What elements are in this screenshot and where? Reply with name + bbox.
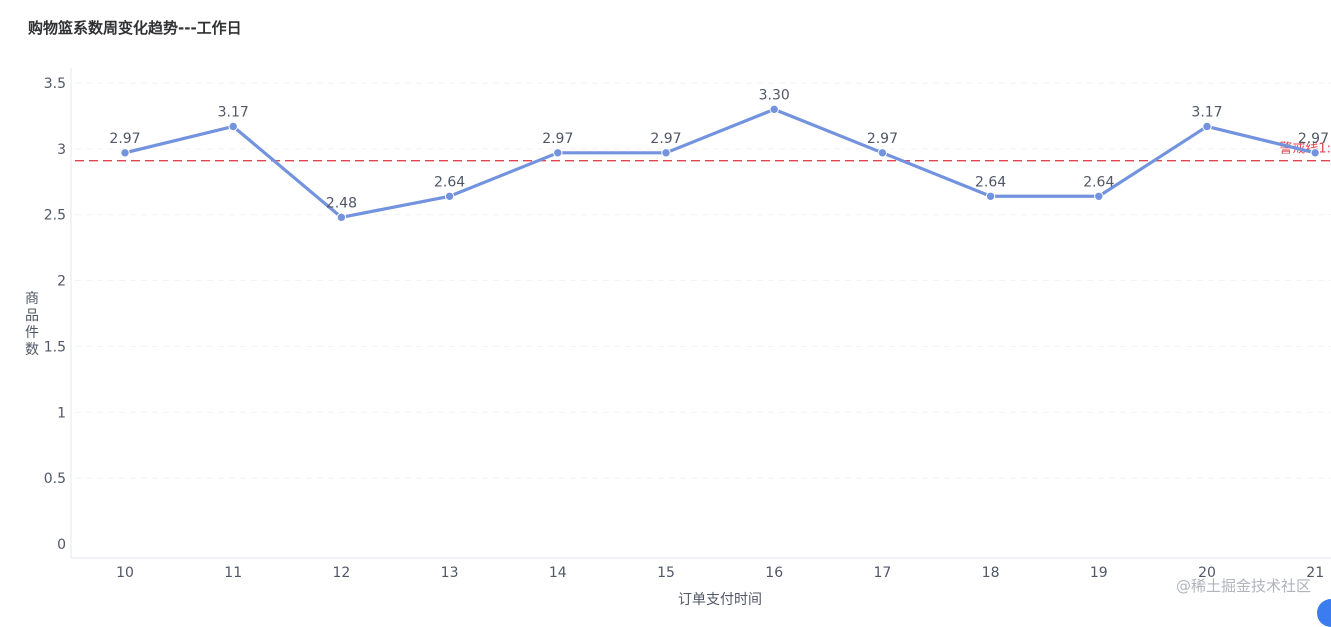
x-tick-label: 19 [1090, 565, 1108, 581]
data-point [120, 148, 130, 158]
data-label: 2.97 [542, 131, 573, 147]
x-tick-label: 11 [224, 565, 242, 581]
data-label: 2.64 [434, 174, 465, 190]
data-label: 2.64 [1083, 174, 1114, 190]
y-tick-label: 1 [57, 405, 66, 421]
data-point [985, 191, 996, 201]
data-point [553, 148, 563, 158]
watermark: @稀土掘金技术社区 [1175, 577, 1311, 595]
data-point [769, 104, 779, 115]
data-point [661, 148, 671, 158]
data-point [336, 212, 347, 223]
chart-title: 购物篮系数周变化趋势---工作日 [28, 19, 242, 37]
x-tick-label: 10 [116, 565, 134, 581]
data-label: 2.97 [109, 131, 140, 147]
y-axis-title: 商品件数 [25, 291, 39, 358]
series-line [123, 107, 1317, 219]
data-label: 3.17 [1191, 104, 1222, 120]
y-tick-label: 3 [57, 142, 66, 158]
x-tick-label: 13 [441, 565, 459, 581]
x-tick-label: 20 [1198, 565, 1216, 581]
data-label: 2.64 [975, 174, 1006, 190]
x-tick-label: 18 [982, 565, 1000, 581]
x-tick-label: 21 [1306, 565, 1324, 581]
y-tick-label: 0 [57, 537, 66, 553]
line-chart: 0 0.5 1 1.5 2 2.5 3 3.5 10 11 12 13 14 15 16 17 18 19 20 21… [25, 68, 1331, 608]
x-tick-label: 16 [765, 565, 783, 581]
x-tick-label: 12 [332, 565, 350, 581]
x-axis-title: 订单支付时间 [678, 592, 762, 608]
x-tick-label: 15 [657, 565, 675, 581]
y-tick-label: 2 [57, 274, 66, 290]
data-label: 2.97 [867, 131, 898, 147]
data-label: 2.97 [1298, 131, 1329, 147]
data-label: 2.97 [650, 131, 681, 147]
data-point [444, 191, 455, 201]
y-tick-label: 3.5 [44, 76, 66, 92]
y-tick-label: 1.5 [44, 339, 66, 355]
chart-card: 购物篮系数周变化趋势---工作日 [3, 3, 1331, 613]
data-point [1202, 121, 1212, 132]
data-label: 2.48 [326, 195, 357, 211]
data-label: 3.17 [218, 104, 249, 120]
y-tick-label: 2.5 [44, 208, 66, 224]
data-point [228, 121, 238, 132]
data-point [1094, 191, 1104, 201]
data-label: 3.30 [759, 87, 790, 103]
data-point [1310, 148, 1320, 158]
x-tick-label: 17 [873, 565, 891, 581]
x-tick-label: 14 [549, 565, 567, 581]
y-tick-label: 0.5 [44, 471, 66, 487]
data-point [877, 148, 888, 158]
